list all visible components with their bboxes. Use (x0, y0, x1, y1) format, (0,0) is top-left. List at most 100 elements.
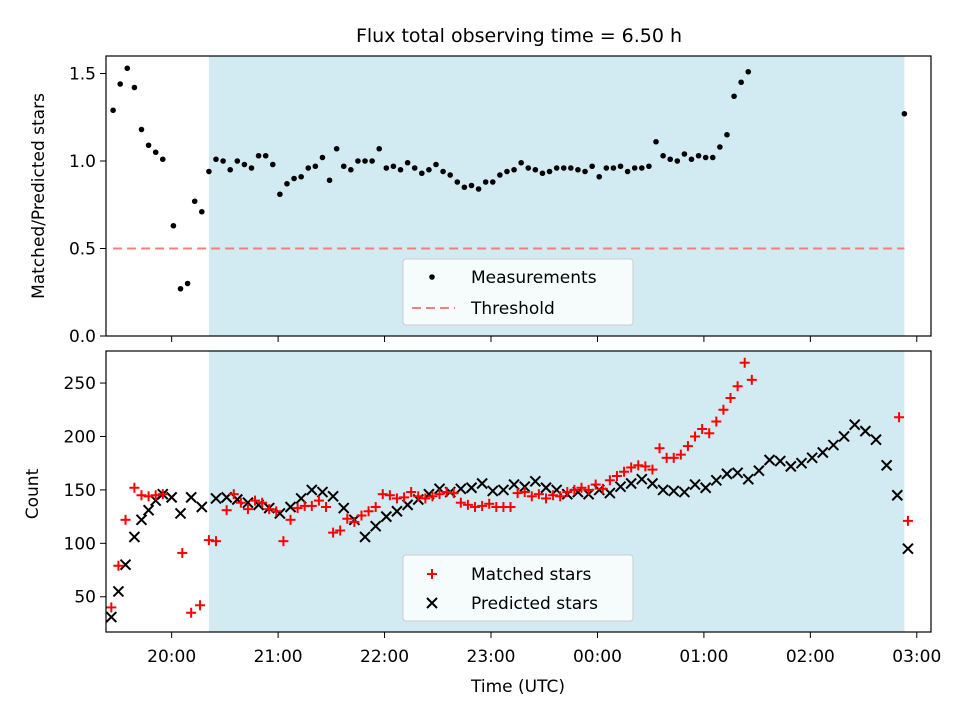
matched-star-point (228, 489, 239, 500)
matched-star-point (526, 491, 537, 502)
matched-star-point (242, 504, 253, 515)
measurement-point (426, 166, 432, 173)
matched-star-point (711, 416, 722, 427)
matched-star-point (455, 497, 466, 508)
predicted-star-point (785, 460, 797, 473)
bottom-ytick-label: 50 (74, 588, 96, 608)
matched-star-point (356, 510, 367, 521)
bottom-xtick-label: 23:00 (467, 647, 516, 667)
measurement-point (291, 175, 297, 182)
matched-star-point (576, 482, 587, 493)
matched-star-point (732, 381, 743, 392)
matched-star-point (682, 441, 693, 452)
measurement-point (624, 168, 631, 175)
measurement-point (170, 222, 177, 229)
predicted-star-point (142, 504, 155, 516)
measurement-point (504, 168, 510, 175)
predicted-star-point (827, 439, 840, 451)
measurement-point (901, 110, 908, 117)
measurement-point (546, 168, 553, 175)
predicted-star-point (497, 484, 510, 496)
legend-matched-marker (427, 569, 437, 579)
top-y-axis: 0.0 0.5 1.0 1.5 (69, 65, 106, 347)
measurement-point (159, 156, 166, 163)
measurement-point (262, 152, 269, 159)
matched-star-point (477, 500, 488, 511)
measurement-point (646, 163, 652, 170)
measurement-point (348, 166, 354, 173)
matched-star-point (746, 374, 757, 385)
measurement-point (227, 166, 233, 173)
matched-star-point (384, 490, 395, 501)
predicted-star-point (476, 477, 488, 490)
measurement-point (560, 165, 567, 171)
matched-star-point (619, 466, 630, 477)
predicted-star-point (487, 485, 499, 497)
measurement-point (525, 165, 532, 171)
measurement-point (695, 152, 702, 159)
matched-star-point (150, 490, 161, 501)
legend-predicted-marker (426, 597, 438, 609)
matched-star-point (668, 452, 679, 463)
measurement-point (376, 145, 383, 152)
measurement-point (667, 156, 673, 163)
measurement-point (241, 161, 248, 168)
matched-star-point (512, 488, 523, 499)
measurement-point (702, 154, 709, 161)
predicted-star-point (327, 490, 339, 503)
measurement-point (213, 156, 219, 163)
matched-star-point (484, 498, 495, 509)
predicted-star-point (196, 501, 208, 513)
measurement-point (724, 131, 730, 138)
measurement-point (532, 166, 539, 173)
predicted-star-point (380, 510, 393, 523)
predicted-star-point (359, 531, 371, 543)
measurement-point (340, 163, 347, 170)
bottom-y-axis: 50 100 150 200 250 (64, 374, 106, 608)
measurement-point (653, 138, 659, 145)
measurement-point (660, 152, 666, 159)
measurement-point (191, 198, 198, 205)
measurement-point (220, 158, 226, 164)
matched-star-point (257, 497, 268, 508)
matched-star-point (271, 506, 282, 517)
predicted-star-point (657, 484, 669, 496)
predicted-star-point (174, 507, 187, 520)
matched-star-point (654, 443, 665, 454)
measurement-point (326, 177, 333, 184)
predicted-star-point (699, 482, 712, 494)
matched-star-point (675, 449, 686, 460)
measurement-point (333, 145, 340, 152)
measurement-point (447, 172, 453, 178)
matched-star-point (342, 513, 353, 524)
top-ytick-label: 0.5 (69, 240, 96, 260)
bottom-xtick-label: 21:00 (254, 647, 303, 667)
matched-star-point (157, 489, 168, 500)
measurement-point (138, 126, 145, 133)
matched-star-point (391, 493, 402, 504)
measurement-point (674, 158, 681, 164)
bottom-xtick-label: 01:00 (679, 647, 728, 667)
top-ytick-label: 0.0 (69, 327, 96, 347)
predicted-star-point (369, 520, 382, 532)
matched-star-point (106, 602, 117, 613)
matched-star-point (370, 501, 381, 512)
matched-star-point (264, 504, 275, 515)
predicted-star-point (689, 478, 701, 491)
matched-star-point (195, 600, 206, 611)
matched-star-point (626, 462, 637, 473)
measurement-point (631, 165, 638, 171)
matched-star-point (739, 357, 750, 368)
matched-star-point (250, 495, 261, 506)
predicted-star-point (614, 480, 627, 493)
matched-star-point (363, 506, 374, 517)
matched-star-point (285, 514, 296, 525)
legend-predicted-label: Predicted stars (471, 594, 598, 614)
measurement-point (468, 182, 475, 189)
measurement-point (319, 154, 326, 161)
matched-star-point (633, 460, 644, 471)
measurement-point (404, 159, 411, 166)
matched-star-point (143, 491, 154, 502)
matched-star-point (690, 431, 701, 442)
